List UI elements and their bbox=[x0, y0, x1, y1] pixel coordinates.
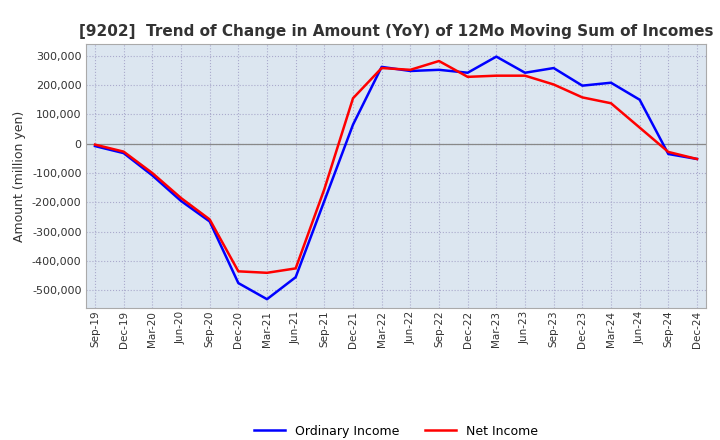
Net Income bbox=[635, 125, 644, 130]
Ordinary Income bbox=[406, 68, 415, 73]
Ordinary Income bbox=[464, 70, 472, 75]
Ordinary Income bbox=[492, 54, 500, 59]
Net Income bbox=[120, 149, 128, 154]
Ordinary Income bbox=[234, 280, 243, 286]
Ordinary Income bbox=[148, 173, 157, 178]
Ordinary Income bbox=[607, 80, 616, 85]
Net Income bbox=[664, 149, 672, 154]
Ordinary Income bbox=[320, 198, 328, 204]
Net Income bbox=[693, 156, 701, 161]
Title: [9202]  Trend of Change in Amount (YoY) of 12Mo Moving Sum of Incomes: [9202] Trend of Change in Amount (YoY) o… bbox=[78, 24, 714, 39]
Net Income bbox=[607, 101, 616, 106]
Net Income bbox=[234, 269, 243, 274]
Net Income bbox=[263, 270, 271, 275]
Line: Net Income: Net Income bbox=[95, 61, 697, 273]
Net Income bbox=[205, 217, 214, 222]
Net Income bbox=[492, 73, 500, 78]
Ordinary Income bbox=[549, 66, 558, 71]
Ordinary Income bbox=[292, 275, 300, 280]
Ordinary Income bbox=[521, 70, 529, 75]
Net Income bbox=[464, 74, 472, 80]
Line: Ordinary Income: Ordinary Income bbox=[95, 57, 697, 299]
Net Income bbox=[406, 67, 415, 73]
Net Income bbox=[148, 170, 157, 176]
Ordinary Income bbox=[693, 156, 701, 161]
Ordinary Income bbox=[578, 83, 587, 88]
Ordinary Income bbox=[176, 198, 185, 204]
Net Income bbox=[521, 73, 529, 78]
Net Income bbox=[578, 95, 587, 100]
Net Income bbox=[549, 82, 558, 87]
Ordinary Income bbox=[377, 64, 386, 70]
Net Income bbox=[435, 59, 444, 64]
Ordinary Income bbox=[435, 67, 444, 73]
Legend: Ordinary Income, Net Income: Ordinary Income, Net Income bbox=[254, 425, 538, 438]
Net Income bbox=[91, 142, 99, 147]
Ordinary Income bbox=[263, 297, 271, 302]
Y-axis label: Amount (million yen): Amount (million yen) bbox=[14, 110, 27, 242]
Net Income bbox=[176, 195, 185, 201]
Ordinary Income bbox=[91, 143, 99, 149]
Net Income bbox=[320, 187, 328, 192]
Ordinary Income bbox=[348, 122, 357, 127]
Ordinary Income bbox=[205, 219, 214, 224]
Net Income bbox=[377, 66, 386, 71]
Ordinary Income bbox=[120, 150, 128, 156]
Net Income bbox=[292, 266, 300, 271]
Ordinary Income bbox=[635, 97, 644, 103]
Ordinary Income bbox=[664, 151, 672, 157]
Net Income bbox=[348, 95, 357, 101]
